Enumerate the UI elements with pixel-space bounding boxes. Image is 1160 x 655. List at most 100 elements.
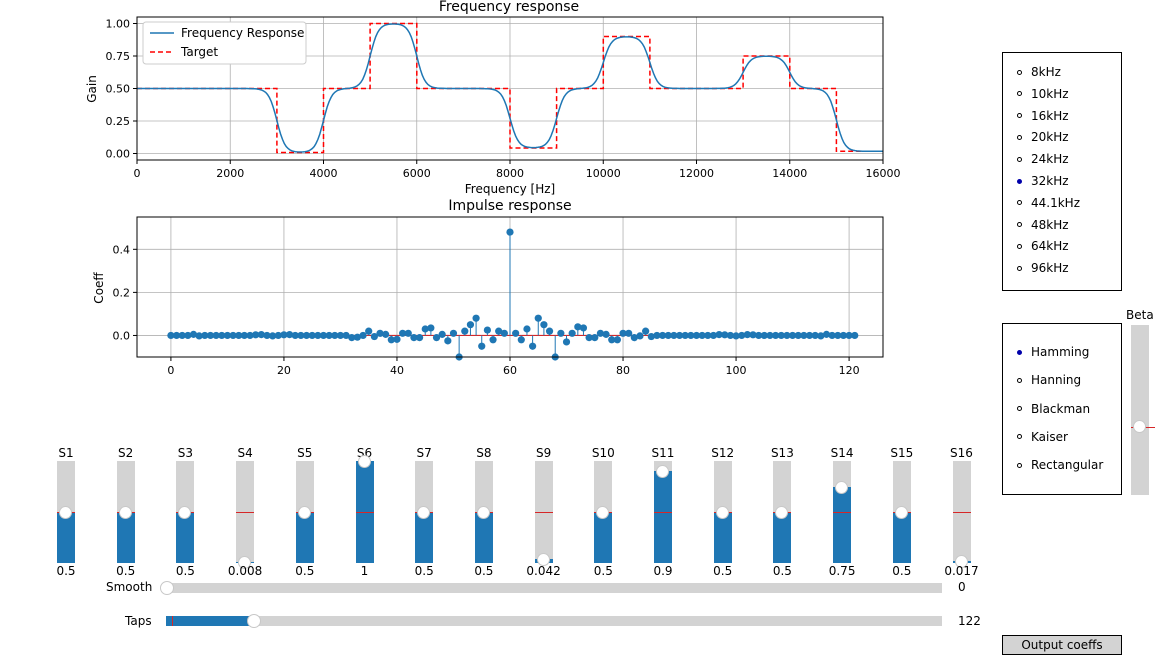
band-slider-init-marker — [654, 512, 672, 513]
band-slider-s9[interactable] — [534, 461, 553, 566]
impulse-marker — [336, 331, 345, 340]
radio-button-icon[interactable] — [1017, 222, 1022, 228]
band-slider-knob[interactable] — [118, 506, 132, 519]
band-slider-value: 0.5 — [175, 564, 195, 578]
band-slider-knob[interactable] — [596, 506, 610, 519]
radio-button-icon[interactable] — [1017, 134, 1022, 140]
radio-button-icon[interactable] — [1017, 156, 1022, 162]
band-slider-knob[interactable] — [775, 506, 789, 519]
sample-rate-option-96khz[interactable]: 96kHz — [1017, 261, 1069, 275]
band-slider-knob[interactable] — [178, 506, 192, 519]
band-slider-s12[interactable] — [713, 461, 732, 563]
band-slider-s3[interactable] — [176, 461, 195, 563]
band-slider-knob[interactable] — [656, 465, 669, 479]
sample-rate-option-8khz[interactable]: 8kHz — [1017, 65, 1061, 79]
sample-rate-option-24khz[interactable]: 24kHz — [1017, 152, 1069, 166]
sample-rate-option-20khz[interactable]: 20kHz — [1017, 130, 1069, 144]
band-slider-s11[interactable] — [654, 461, 672, 563]
band-slider-knob[interactable] — [894, 506, 908, 519]
band-slider-knob[interactable] — [59, 506, 72, 519]
taps-slider-knob[interactable] — [247, 614, 261, 628]
window-option-hanning[interactable]: Hanning — [1017, 373, 1081, 387]
impulse-marker — [828, 331, 836, 340]
band-slider-s4[interactable] — [236, 461, 255, 570]
radio-button-icon[interactable] — [1017, 406, 1022, 412]
beta-slider-knob[interactable] — [1133, 420, 1146, 433]
impulse-y-tick-label: 0.4 — [113, 243, 131, 256]
radio-button-icon[interactable] — [1017, 349, 1022, 355]
band-slider-s13[interactable] — [773, 461, 792, 563]
band-slider-knob[interactable] — [297, 506, 311, 519]
impulse-marker — [291, 331, 299, 340]
sample-rate-option-32khz[interactable]: 32kHz — [1017, 174, 1069, 188]
freq-x-tick-label: 0 — [134, 167, 141, 180]
band-slider-value: 0.5 — [414, 564, 434, 578]
sample-rate-option-16khz[interactable]: 16kHz — [1017, 109, 1069, 123]
band-slider-knob[interactable] — [835, 480, 849, 494]
window-option-blackman[interactable]: Blackman — [1017, 402, 1090, 416]
impulse-marker — [342, 331, 350, 340]
band-slider-fill — [116, 512, 135, 563]
band-slider-value: 0.5 — [772, 564, 792, 578]
taps-slider[interactable] — [166, 614, 942, 628]
radio-button-icon[interactable] — [1017, 377, 1022, 383]
radio-button-icon[interactable] — [1017, 113, 1022, 119]
band-slider-s2[interactable] — [116, 461, 135, 563]
band-slider-s5[interactable] — [295, 461, 314, 563]
legend-target-label: Target — [180, 45, 218, 59]
band-slider-knob[interactable] — [715, 506, 729, 519]
radio-button-icon[interactable] — [1017, 265, 1022, 271]
impulse-marker — [387, 336, 395, 344]
sample-rate-option-48khz[interactable]: 48kHz — [1017, 218, 1069, 232]
band-slider-knob[interactable] — [238, 556, 252, 570]
smooth-slider[interactable] — [160, 581, 942, 595]
impulse-marker — [602, 330, 610, 338]
impulse-marker — [432, 334, 441, 342]
radio-button-icon[interactable] — [1017, 178, 1022, 184]
beta-label: Beta — [1126, 308, 1154, 322]
impulse-marker — [732, 332, 740, 340]
sample-rate-option-10khz[interactable]: 10kHz — [1017, 87, 1069, 101]
impulse-x-tick-label: 100 — [726, 364, 747, 377]
band-slider-fill — [176, 512, 195, 563]
band-slider-s8[interactable] — [474, 461, 493, 563]
freq-y-tick-label: 1.00 — [106, 18, 131, 31]
window-option-hamming[interactable]: Hamming — [1017, 345, 1089, 359]
window-option-rectangular[interactable]: Rectangular — [1017, 458, 1103, 472]
taps-slider-fill — [166, 616, 254, 626]
impulse-x-tick-label: 40 — [390, 364, 404, 377]
radio-button-icon[interactable] — [1017, 243, 1022, 249]
radio-button-icon[interactable] — [1017, 462, 1022, 468]
window-option-kaiser[interactable]: Kaiser — [1017, 430, 1068, 444]
window-option-label: Blackman — [1031, 401, 1091, 416]
band-slider-label: S16 — [950, 446, 973, 460]
radio-button-icon[interactable] — [1017, 69, 1022, 75]
band-slider-s14[interactable] — [833, 461, 852, 563]
band-slider-s7[interactable] — [415, 461, 434, 563]
band-slider-label: S2 — [118, 446, 134, 460]
band-slider-s16[interactable] — [952, 461, 971, 569]
band-slider-s10[interactable] — [594, 461, 613, 563]
beta-slider[interactable] — [1131, 325, 1155, 495]
smooth-slider-knob[interactable] — [160, 581, 174, 595]
output-coeffs-button[interactable]: Output coeffs — [1002, 635, 1122, 655]
band-slider-s15[interactable] — [892, 461, 911, 563]
band-slider-knob[interactable] — [417, 506, 431, 519]
band-slider-knob[interactable] — [954, 555, 968, 569]
band-slider-fill — [773, 512, 792, 563]
radio-button-icon[interactable] — [1017, 200, 1022, 206]
band-slider-knob[interactable] — [536, 552, 550, 566]
impulse-marker — [653, 331, 661, 340]
radio-button-icon[interactable] — [1017, 91, 1022, 97]
band-slider-knob[interactable] — [476, 506, 490, 519]
radio-button-icon[interactable] — [1017, 434, 1022, 440]
band-slider-knob[interactable] — [357, 455, 371, 468]
impulse-marker — [811, 331, 819, 340]
sample-rate-option-64khz[interactable]: 64kHz — [1017, 239, 1069, 253]
impulse-marker — [365, 327, 373, 335]
band-slider-s6[interactable] — [355, 455, 374, 563]
impulse-marker — [687, 331, 695, 340]
impulse-marker — [201, 331, 209, 340]
sample-rate-option-44-1khz[interactable]: 44.1kHz — [1017, 196, 1080, 210]
band-slider-s1[interactable] — [57, 461, 75, 563]
